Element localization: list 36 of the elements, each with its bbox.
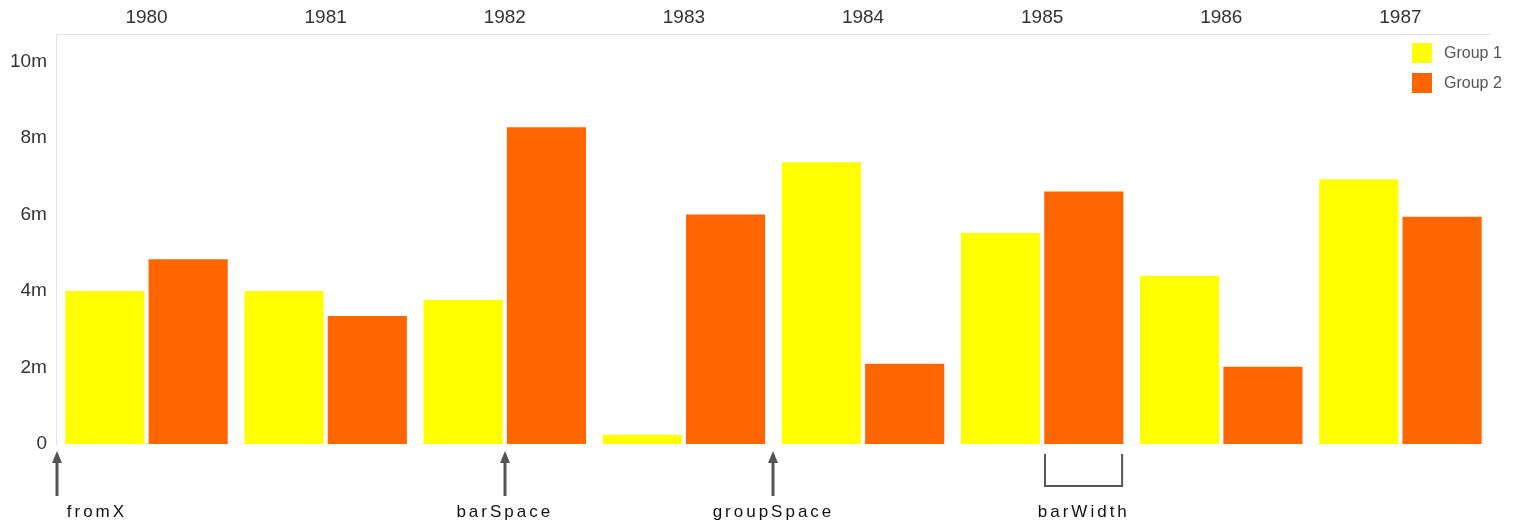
x-tick-label: 1984 <box>841 5 885 27</box>
x-tick-label: 1985 <box>1021 5 1064 27</box>
bar <box>602 434 682 444</box>
x-tick-label: 1980 <box>125 5 168 27</box>
bar <box>327 315 407 444</box>
x-tick-label: 1983 <box>662 5 706 27</box>
text: groupSpace <box>712 502 835 522</box>
text: fromX <box>66 502 128 522</box>
y-tick-label: 2m <box>20 355 47 377</box>
bar <box>960 232 1041 444</box>
y-tick-label: 4m <box>20 279 47 301</box>
x-tick-label: 1986 <box>1200 5 1243 27</box>
bar <box>1044 191 1124 444</box>
x-tick-label: 1982 <box>483 5 526 27</box>
y-tick-label: 8m <box>20 126 47 148</box>
bar <box>423 299 503 444</box>
legend-label: Group 2 <box>1444 73 1502 92</box>
legend-label: Group 1 <box>1444 43 1502 62</box>
x-tick-label: 1987 <box>1379 5 1422 27</box>
bar <box>1402 216 1482 444</box>
bar <box>781 162 861 444</box>
bar <box>1140 275 1220 444</box>
y-tick-label: 10m <box>9 49 47 71</box>
x-tick-label: 1981 <box>304 5 347 27</box>
y-tick-label: 6m <box>20 202 47 224</box>
bar <box>65 291 145 444</box>
bar <box>865 363 945 444</box>
bar <box>244 291 324 444</box>
text: barWidth <box>1037 502 1130 522</box>
bar <box>148 259 228 444</box>
bar <box>1319 179 1399 444</box>
bar <box>686 214 766 444</box>
bar <box>506 127 586 444</box>
bar <box>1223 366 1303 444</box>
text: barSpace <box>456 502 554 522</box>
y-tick-label: 0 <box>36 432 47 454</box>
